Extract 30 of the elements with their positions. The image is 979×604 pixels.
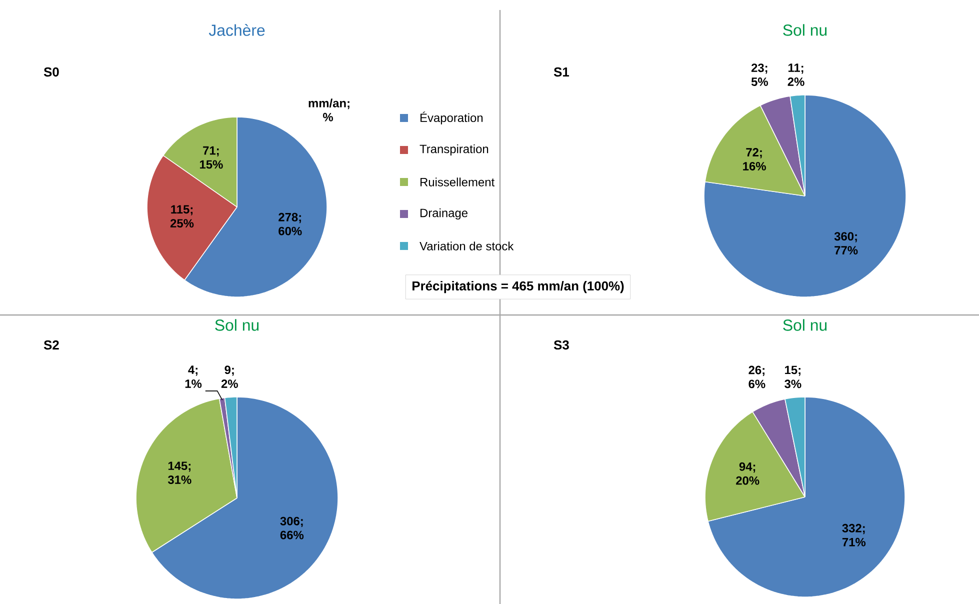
data-label: 9; 2% [221,366,238,388]
data-label: 71; 15% [200,146,223,169]
text: S1 [554,67,570,77]
legend-label: Drainage [420,208,468,220]
data-label: 26; 6% [748,366,766,388]
legend-label: Transpiration [420,144,488,156]
data-label: 94; 20% [736,462,760,485]
chart-title: Sol nu [783,319,827,331]
data-label: 306; 66% [280,516,304,540]
legend-label: Variation de stock [420,242,514,250]
data-label: 115; 25% [170,205,194,228]
legend-label: Ruissellement [420,178,494,186]
chart-title: Sol nu [215,319,259,331]
data-label: 15; 3% [784,366,802,388]
data-label: 332; 71% [842,524,866,546]
text: Précipitations = 465 mm/an (100%) [412,280,624,294]
data-label: 23; 5% [751,64,768,86]
data-label: 278; 60% [278,212,302,236]
data-label: 11; 2% [788,64,804,86]
chart-title: Jachère [208,24,265,36]
text: S3 [554,340,569,350]
chart-title: Sol nu [783,24,827,36]
text: mm/an; % [308,98,350,122]
data-label: 145; 31% [168,462,192,484]
data-label: 4; 1% [185,366,202,388]
text: S2 [44,340,59,350]
legend-label: Évaporation [420,112,483,124]
data-label: 360; 77% [834,232,858,254]
text: S0 [44,67,59,77]
data-label: 72; 16% [743,148,766,170]
